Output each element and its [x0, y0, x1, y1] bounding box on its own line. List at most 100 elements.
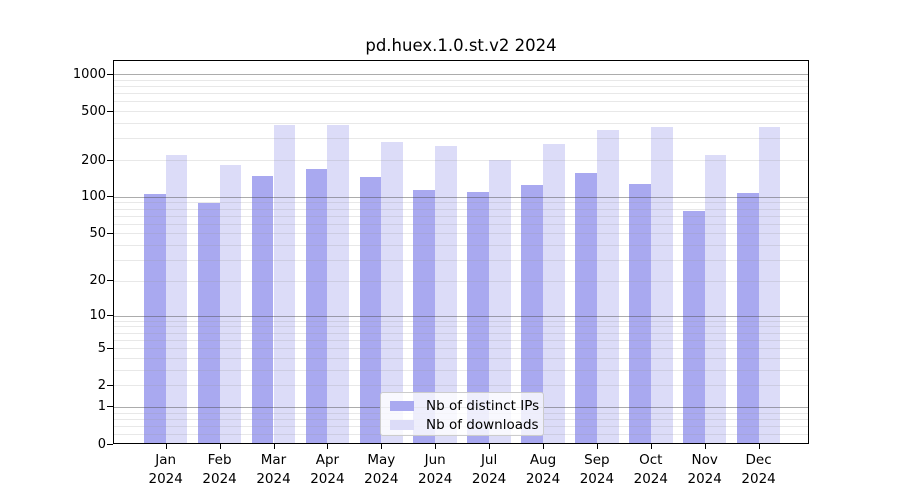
- gridline-3: [113, 369, 809, 371]
- gridline-200: [113, 160, 809, 162]
- x-tick-year: 2024: [418, 470, 453, 487]
- bar-downloads-dec: [758, 127, 781, 444]
- y-tick-mark-500: [107, 110, 113, 112]
- x-tick-month: Jun: [424, 452, 446, 468]
- x-tick-year: 2024: [579, 470, 615, 487]
- gridline-30: [113, 260, 809, 262]
- x-tick-mark-apr: [327, 444, 329, 449]
- x-tick-month: Feb: [207, 452, 232, 468]
- bar-downloads-apr: [327, 124, 350, 444]
- x-tick-label-mar: Mar 2024: [246, 451, 302, 488]
- bar-downloads-oct: [650, 127, 673, 444]
- bar-distinct-ips-may: [359, 177, 382, 444]
- gridline-50: [113, 233, 809, 235]
- legend-item-distinct-ips: Nb of distinct IPs: [390, 396, 543, 415]
- x-tick-year: 2024: [364, 470, 399, 487]
- gridline-90: [113, 202, 809, 204]
- x-tick-mark-oct: [650, 444, 652, 449]
- y-tick-mark-0: [107, 443, 113, 445]
- gridline-80: [113, 208, 809, 210]
- y-tick-label-50: 50: [89, 225, 106, 241]
- y-tick-label-500: 500: [81, 103, 106, 119]
- x-tick-year: 2024: [310, 470, 345, 487]
- x-tick-label-may: May 2024: [353, 451, 409, 488]
- x-tick-mark-aug: [543, 444, 544, 449]
- y-tick-label-200: 200: [81, 152, 106, 168]
- y-tick-label-1000: 1000: [72, 66, 106, 82]
- y-tick-label-100: 100: [81, 189, 106, 205]
- x-tick-label-dec: Dec 2024: [731, 451, 787, 488]
- gridline-300: [113, 138, 809, 140]
- gridline-600: [113, 101, 809, 103]
- y-tick-mark-200: [107, 159, 113, 161]
- y-tick-label-2: 2: [97, 377, 106, 393]
- gridline-9: [113, 320, 809, 322]
- x-tick-month: Sep: [584, 452, 610, 468]
- bar-distinct-ips-jul: [467, 191, 490, 444]
- bar-distinct-ips-oct: [629, 184, 651, 444]
- bar-downloads-jan: [165, 154, 188, 444]
- gridline-500: [113, 111, 809, 113]
- x-tick-label-jul: Jul 2024: [461, 451, 517, 488]
- x-tick-month: Nov: [691, 452, 718, 468]
- gridline-4: [113, 357, 809, 359]
- y-tick-mark-50: [107, 232, 113, 234]
- x-tick-mark-dec: [758, 444, 760, 449]
- bar-downloads-may: [381, 142, 404, 444]
- legend-item-downloads: Nb of downloads: [390, 415, 543, 434]
- gridline-700: [113, 93, 809, 95]
- x-tick-year: 2024: [633, 470, 668, 487]
- x-tick-label-sep: Sep 2024: [569, 451, 625, 488]
- bar-distinct-ips-jan: [143, 193, 166, 444]
- legend-label-distinct-ips: Nb of distinct IPs: [426, 397, 540, 414]
- gridline-100: [113, 196, 809, 198]
- x-tick-year: 2024: [471, 470, 507, 487]
- bar-distinct-ips-feb: [197, 203, 220, 444]
- legend-swatch-downloads-icon: [390, 419, 414, 430]
- y-tick-label-5: 5: [97, 340, 106, 356]
- bar-distinct-ips-aug: [521, 184, 543, 444]
- gridline-6: [113, 339, 809, 341]
- x-tick-mark-jun: [435, 444, 437, 449]
- x-tick-year: 2024: [202, 470, 237, 487]
- bar-distinct-ips-apr: [305, 168, 328, 444]
- gridline-1000: [113, 74, 809, 76]
- x-tick-mark-nov: [704, 444, 706, 449]
- gridline-40: [113, 245, 809, 247]
- legend-label-downloads: Nb of downloads: [426, 416, 539, 433]
- x-tick-mark-may: [381, 444, 383, 449]
- bar-downloads-sep: [596, 130, 619, 444]
- x-tick-label-oct: Oct 2024: [623, 451, 679, 488]
- gridline-10: [113, 315, 809, 317]
- y-tick-label-10: 10: [89, 308, 106, 324]
- x-tick-month: Jul: [480, 452, 498, 468]
- bar-distinct-ips-sep: [575, 172, 597, 444]
- x-tick-mark-mar: [273, 444, 275, 449]
- chart-title: pd.huex.1.0.st.v2 2024: [365, 36, 557, 55]
- bar-downloads-nov: [704, 154, 727, 444]
- y-tick-label-20: 20: [89, 273, 106, 289]
- x-tick-mark-sep: [596, 444, 598, 449]
- bar-distinct-ips-mar: [251, 176, 274, 444]
- x-tick-month: Aug: [529, 452, 557, 468]
- x-tick-month: Mar: [260, 452, 287, 468]
- gridline-400: [113, 123, 809, 125]
- y-tick-label-1: 1: [97, 399, 106, 415]
- x-tick-label-apr: Apr 2024: [299, 451, 355, 488]
- x-tick-year: 2024: [525, 470, 561, 487]
- y-tick-mark-100: [107, 196, 113, 198]
- y-tick-mark-1000: [107, 73, 113, 75]
- x-tick-year: 2024: [256, 470, 291, 487]
- legend: Nb of distinct IPs Nb of downloads: [380, 392, 544, 436]
- x-tick-year: 2024: [148, 470, 183, 487]
- x-tick-label-jun: Jun 2024: [407, 451, 463, 488]
- x-tick-month: May: [367, 452, 396, 468]
- y-tick-label-0: 0: [97, 436, 106, 452]
- bar-downloads-aug: [543, 144, 565, 444]
- x-tick-mark-feb: [219, 444, 221, 449]
- gridline-800: [113, 85, 809, 87]
- bar-distinct-ips-jun: [413, 189, 436, 444]
- bar-downloads-jul: [489, 160, 511, 444]
- x-tick-year: 2024: [687, 470, 722, 487]
